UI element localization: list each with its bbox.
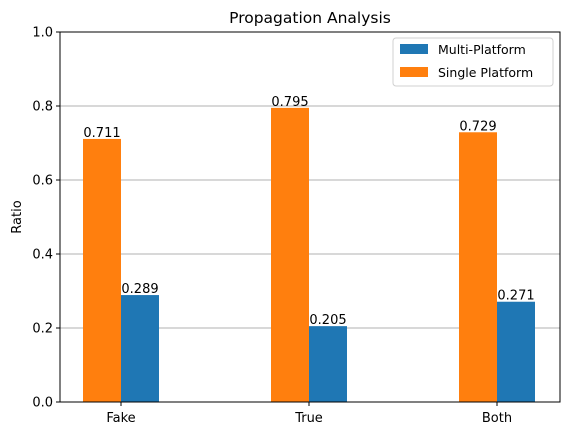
chart-title: Propagation Analysis — [229, 9, 391, 27]
legend-label-single-platform: Single Platform — [438, 65, 533, 80]
y-tick-label: 0.6 — [32, 174, 53, 189]
bar-multi-platform-both — [497, 301, 535, 402]
legend: Multi-Platform Single Platform — [392, 37, 554, 87]
data-label-multi-platform-both: 0.271 — [497, 289, 534, 304]
bar-single-platform-true — [271, 107, 309, 402]
y-tick-label: 0.8 — [32, 100, 53, 115]
legend-swatch-single-platform — [400, 67, 428, 77]
data-label-single-platform-fake: 0.711 — [83, 126, 120, 141]
y-axis-ticks: 0.0 0.2 0.4 0.6 0.8 1.0 — [32, 26, 60, 411]
data-label-multi-platform-true: 0.205 — [309, 313, 346, 328]
bar-single-platform-fake — [83, 138, 121, 402]
y-tick-label: 1.0 — [32, 26, 53, 41]
x-tick-label-true: True — [294, 411, 323, 426]
x-tick-label-both: Both — [482, 411, 512, 426]
bars — [83, 107, 535, 402]
data-label-multi-platform-fake: 0.289 — [121, 282, 158, 297]
legend-swatch-multi-platform — [400, 44, 428, 54]
y-tick-label: 0.2 — [32, 322, 53, 337]
y-tick-label: 0.0 — [32, 396, 53, 411]
legend-box — [392, 37, 554, 87]
bar-multi-platform-true — [309, 326, 347, 402]
legend-label-multi-platform: Multi-Platform — [438, 42, 526, 57]
bar-single-platform-both — [459, 132, 497, 402]
data-label-single-platform-true: 0.795 — [271, 95, 308, 110]
data-label-single-platform-both: 0.729 — [459, 119, 496, 134]
x-tick-label-fake: Fake — [106, 411, 135, 426]
y-axis-label: Ratio — [10, 200, 25, 233]
y-tick-label: 0.4 — [32, 248, 53, 263]
bar-multi-platform-fake — [121, 295, 159, 402]
data-labels: 0.711 0.795 0.729 0.289 0.205 0.271 — [83, 95, 534, 328]
x-axis-ticks: Fake True Both — [106, 402, 512, 426]
plot-frame — [59, 31, 561, 403]
